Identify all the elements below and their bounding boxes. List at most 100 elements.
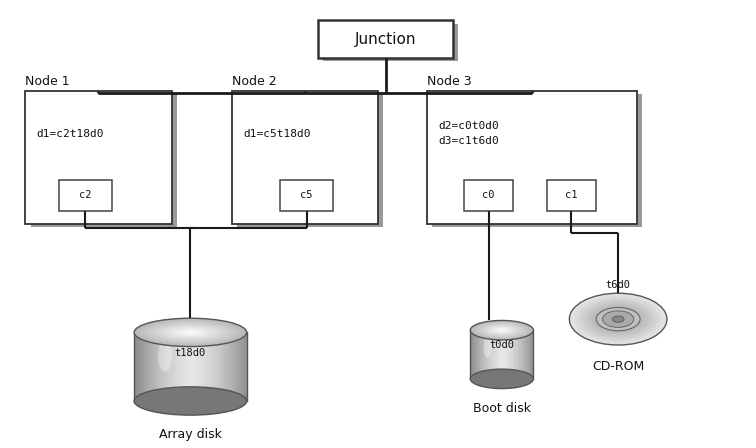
Ellipse shape xyxy=(489,326,514,334)
Ellipse shape xyxy=(612,316,624,322)
Text: d2=c0t0d0
d3=c1t6d0: d2=c0t0d0 d3=c1t6d0 xyxy=(438,121,499,146)
Bar xyxy=(500,330,502,379)
Bar xyxy=(176,332,179,401)
Ellipse shape xyxy=(491,327,513,334)
Bar xyxy=(187,332,191,401)
Bar xyxy=(522,330,524,379)
Bar xyxy=(227,332,230,401)
Bar xyxy=(491,330,492,379)
Ellipse shape xyxy=(581,300,655,339)
Bar xyxy=(238,332,241,401)
Ellipse shape xyxy=(572,294,665,344)
Ellipse shape xyxy=(483,324,521,336)
Ellipse shape xyxy=(600,319,615,325)
Text: c5: c5 xyxy=(300,190,313,200)
Ellipse shape xyxy=(611,315,625,323)
Bar xyxy=(241,332,244,401)
Ellipse shape xyxy=(150,322,231,343)
Ellipse shape xyxy=(166,326,215,339)
Text: d1=c2t18d0: d1=c2t18d0 xyxy=(36,129,104,139)
Ellipse shape xyxy=(181,330,200,335)
Ellipse shape xyxy=(584,301,652,337)
Bar xyxy=(237,95,383,227)
Ellipse shape xyxy=(488,326,516,335)
Ellipse shape xyxy=(579,298,657,340)
Bar xyxy=(145,332,148,401)
Ellipse shape xyxy=(569,293,667,345)
Text: c2: c2 xyxy=(79,190,91,200)
Ellipse shape xyxy=(134,387,246,415)
Ellipse shape xyxy=(615,318,621,320)
Ellipse shape xyxy=(609,314,628,324)
Bar xyxy=(235,332,238,401)
Bar xyxy=(505,330,507,379)
Ellipse shape xyxy=(156,324,225,341)
Bar xyxy=(518,330,519,379)
Text: Array disk: Array disk xyxy=(159,428,222,441)
Bar xyxy=(528,330,530,379)
Ellipse shape xyxy=(476,323,527,338)
Ellipse shape xyxy=(145,321,235,344)
Ellipse shape xyxy=(591,305,645,333)
Bar xyxy=(230,332,233,401)
Ellipse shape xyxy=(470,369,533,388)
Text: c1: c1 xyxy=(565,190,578,200)
Ellipse shape xyxy=(603,311,633,327)
Ellipse shape xyxy=(184,331,197,334)
Ellipse shape xyxy=(470,320,533,340)
Ellipse shape xyxy=(593,306,643,332)
Ellipse shape xyxy=(493,327,510,333)
Ellipse shape xyxy=(613,317,623,322)
Text: Node 1: Node 1 xyxy=(25,75,70,88)
Text: t0d0: t0d0 xyxy=(489,340,514,350)
Bar xyxy=(318,21,453,58)
Ellipse shape xyxy=(163,326,218,339)
Bar xyxy=(213,332,215,401)
Bar xyxy=(489,330,491,379)
Bar xyxy=(513,330,514,379)
Text: Node 3: Node 3 xyxy=(427,75,472,88)
Bar xyxy=(502,330,503,379)
Bar xyxy=(482,330,483,379)
Bar xyxy=(222,332,225,401)
Ellipse shape xyxy=(478,323,525,338)
Bar xyxy=(475,330,476,379)
Text: d1=c5t18d0: d1=c5t18d0 xyxy=(243,129,311,139)
Ellipse shape xyxy=(495,328,508,332)
Bar xyxy=(143,332,145,401)
Text: c0: c0 xyxy=(482,190,495,200)
Bar xyxy=(480,330,482,379)
Bar xyxy=(204,332,207,401)
Bar xyxy=(168,332,171,401)
Bar xyxy=(525,330,527,379)
Ellipse shape xyxy=(161,325,220,340)
Ellipse shape xyxy=(491,327,512,333)
Ellipse shape xyxy=(601,310,635,328)
Bar xyxy=(165,332,168,401)
Text: Junction: Junction xyxy=(355,32,417,47)
Bar xyxy=(432,95,642,227)
Ellipse shape xyxy=(147,322,233,343)
Bar xyxy=(510,330,511,379)
Ellipse shape xyxy=(587,302,650,336)
Ellipse shape xyxy=(596,307,640,331)
Ellipse shape xyxy=(152,323,228,342)
Ellipse shape xyxy=(141,320,240,345)
Bar xyxy=(160,332,163,401)
Ellipse shape xyxy=(143,320,237,345)
Bar xyxy=(244,332,246,401)
Bar xyxy=(140,332,143,401)
Bar xyxy=(479,330,480,379)
Bar xyxy=(472,330,473,379)
Bar xyxy=(494,330,495,379)
Bar xyxy=(511,330,513,379)
Bar xyxy=(488,330,489,379)
Bar xyxy=(163,332,165,401)
Bar xyxy=(179,332,182,401)
Ellipse shape xyxy=(188,332,193,333)
Bar xyxy=(503,330,505,379)
Ellipse shape xyxy=(497,329,507,332)
Bar xyxy=(508,330,510,379)
Bar xyxy=(25,91,172,224)
Bar xyxy=(194,332,196,401)
